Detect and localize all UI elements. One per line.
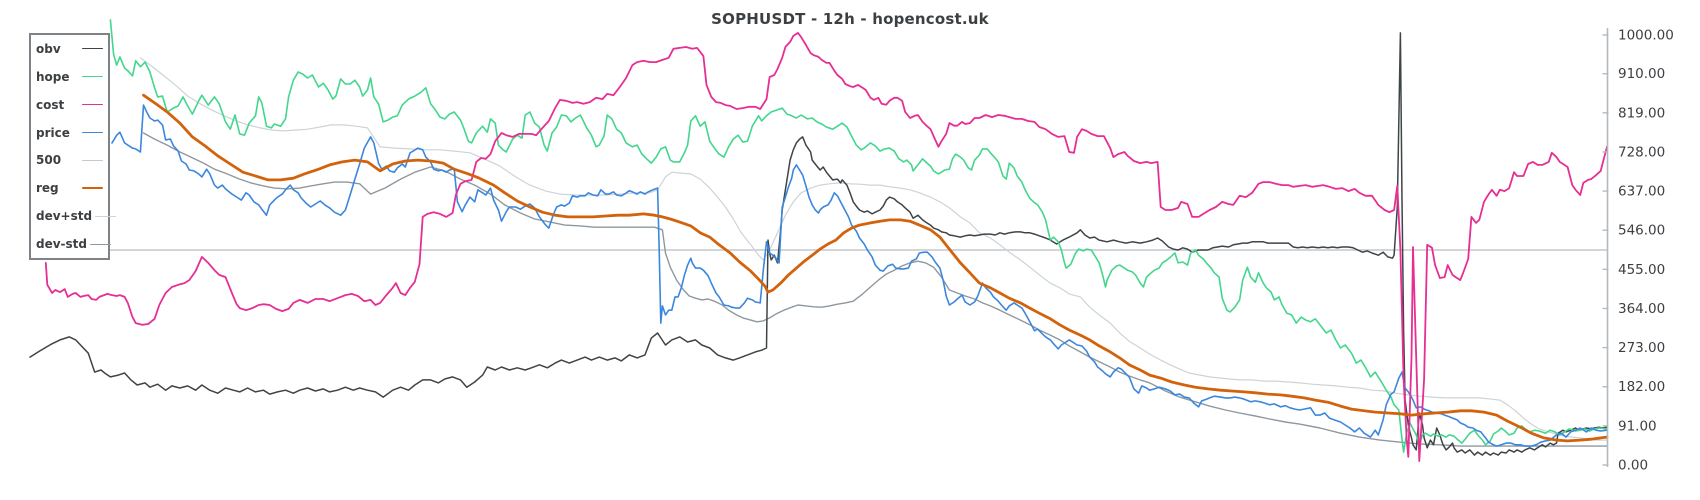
legend-item-dev-std[interactable]: dev+std [31, 209, 117, 224]
obv-line-swatch-icon [82, 48, 103, 50]
y-axis-tick-label: 1000.00 [1618, 28, 1674, 44]
series-line-dev+std [139, 57, 1608, 441]
500-line-swatch-icon [82, 159, 103, 161]
legend-item-obv[interactable]: obv [31, 43, 108, 55]
y-axis-tick-label: 910.00 [1618, 66, 1665, 82]
series-line-price [111, 104, 1608, 447]
dev-std-line-swatch-icon [90, 243, 111, 245]
legend-label: hope [36, 69, 70, 84]
series-line-cost [44, 32, 1608, 463]
y-axis: 0.00 91.00 182.00 273.00 364.00 455.00 546.00 6… [1602, 28, 1674, 474]
y-axis-tick-label: 91.00 [1618, 418, 1657, 434]
series-line-obv [29, 32, 1608, 456]
y-axis-tick-label: 273.00 [1618, 340, 1665, 356]
legend-label: 500 [36, 153, 62, 168]
y-axis-tick-label: 819.00 [1618, 105, 1665, 121]
legend-item-dev-std[interactable]: dev-std [31, 237, 111, 252]
reg-line-swatch-icon [82, 187, 103, 190]
legend-item-reg[interactable]: reg [31, 182, 108, 194]
cost-line-swatch-icon [82, 104, 103, 106]
y-axis-tick-label: 0.00 [1618, 458, 1648, 474]
y-axis-tick-label: 728.00 [1618, 144, 1665, 160]
y-axis-tick-label: 364.00 [1618, 301, 1665, 317]
y-axis-tick-label: 546.00 [1618, 223, 1665, 239]
legend-label: reg [36, 181, 59, 196]
legend-label: dev-std [36, 237, 87, 252]
legend-item-price[interactable]: price [31, 127, 108, 139]
legend-item-500[interactable]: 500 [31, 154, 108, 166]
legend-label: obv [36, 41, 61, 56]
y-axis-tick-label: 455.00 [1618, 262, 1665, 278]
series-line-dev-std [142, 132, 1608, 447]
y-axis-tick-label: 182.00 [1618, 379, 1665, 395]
dev-std-line-swatch-icon [95, 215, 117, 217]
hope-line-swatch-icon [82, 76, 103, 78]
series-line-hope [109, 19, 1608, 453]
legend-item-hope[interactable]: hope [31, 71, 108, 83]
chart-title: SOPHUSDT - 12h - hopencost.uk [711, 10, 989, 28]
legend-label: price [36, 125, 70, 140]
legend-item-cost[interactable]: cost [31, 99, 108, 111]
series-line-reg [142, 93, 1609, 443]
y-axis-tick-label: 637.00 [1618, 184, 1665, 200]
legend-label: dev+std [36, 209, 93, 224]
legend-label: cost [36, 97, 65, 112]
legend-box: obv hope cost price 500 reg dev+std dev-std [29, 33, 117, 260]
price-line-swatch-icon [82, 132, 103, 134]
